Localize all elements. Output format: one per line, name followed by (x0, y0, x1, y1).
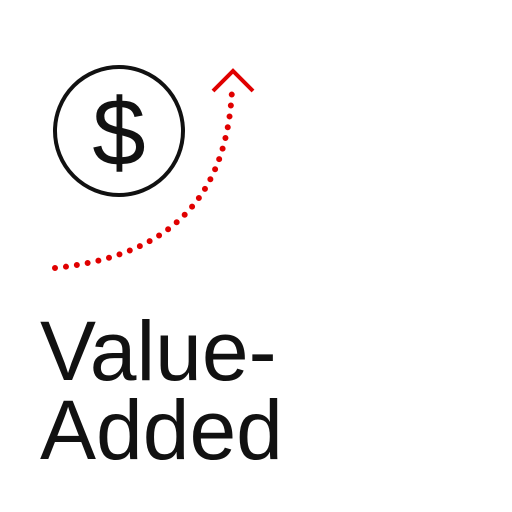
dollar-symbol: $ (92, 79, 145, 186)
growth-curve (52, 87, 235, 271)
coin-circle (53, 65, 185, 197)
label-line: Value- (40, 304, 277, 398)
arrow-head (211, 68, 255, 93)
label-line: Added (40, 383, 283, 477)
